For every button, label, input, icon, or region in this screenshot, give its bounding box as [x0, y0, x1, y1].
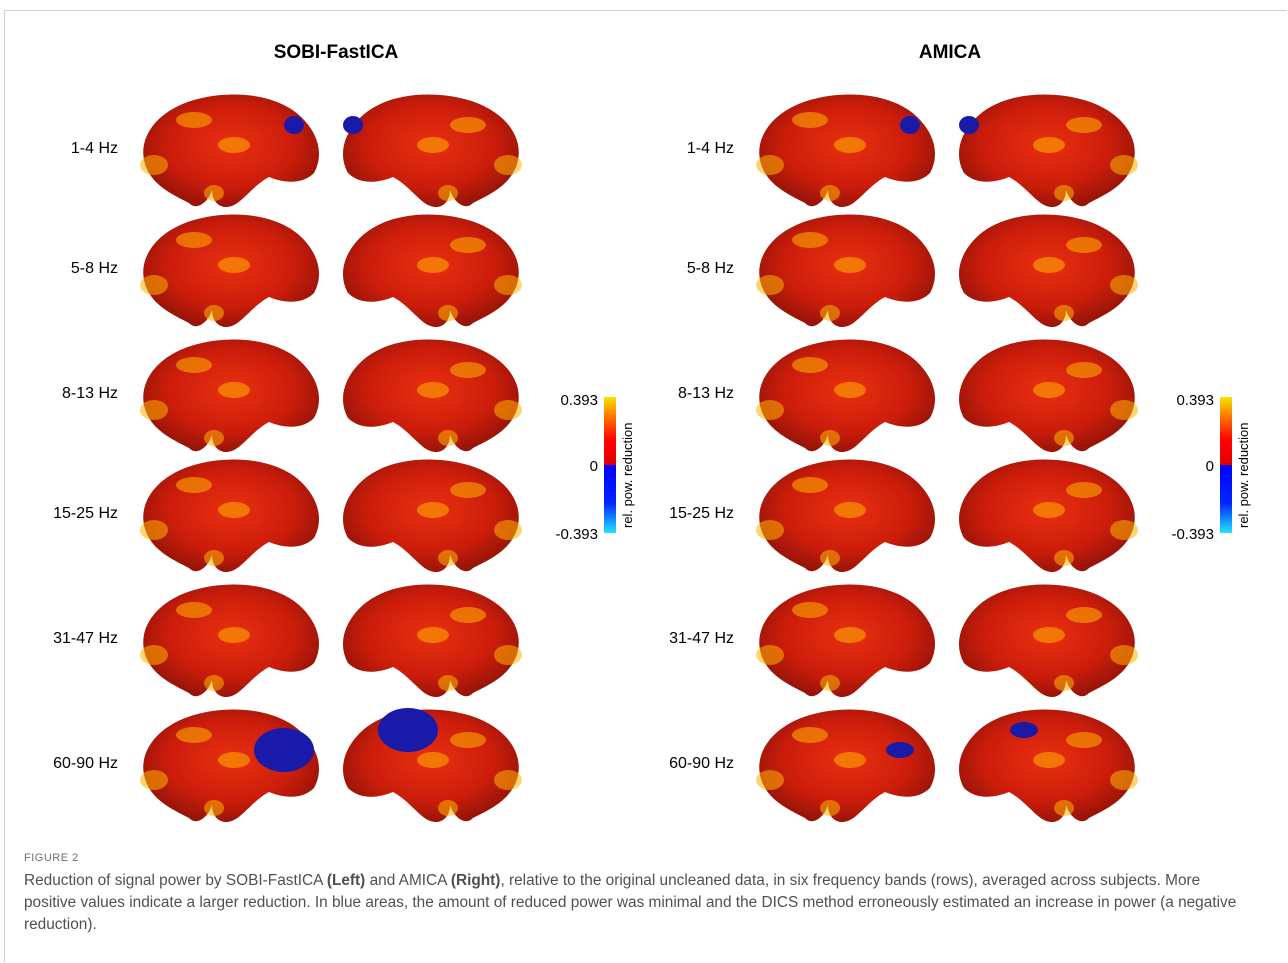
- row-label: 1-4 Hz: [686, 140, 734, 157]
- row-label: 8-13 Hz: [677, 385, 734, 402]
- brain-left-hemisphere: [140, 339, 319, 453]
- brain-left-hemisphere: [756, 709, 935, 823]
- brain-right-hemisphere: [343, 584, 522, 698]
- caption-left-emphasis: (Left): [326, 872, 366, 889]
- colorbar-left: [604, 397, 616, 533]
- row-label: 31-47 Hz: [53, 630, 118, 647]
- colorbar-right-max: 0.393: [1176, 392, 1214, 409]
- brain-right-hemisphere: [959, 709, 1138, 823]
- brain-left-hemisphere: [140, 584, 319, 698]
- brain-right-hemisphere: [343, 214, 522, 328]
- brain-left-hemisphere: [756, 459, 935, 573]
- colorbar-right-min: -0.393: [1171, 526, 1214, 543]
- brain-left-hemisphere: [756, 339, 935, 453]
- row-label: 5-8 Hz: [686, 260, 734, 277]
- panel-title-right: AMICA: [918, 42, 982, 63]
- brain-left-hemisphere: [756, 214, 935, 328]
- colorbar-left-min: -0.393: [555, 526, 598, 543]
- row-label: 1-4 Hz: [70, 140, 118, 157]
- row-label: 5-8 Hz: [70, 260, 118, 277]
- row-label: 60-90 Hz: [53, 755, 118, 772]
- colorbar-right-zero: 0: [1205, 458, 1214, 475]
- colorbar-left-zero: 0: [589, 458, 598, 475]
- brain-left-hemisphere: [756, 94, 935, 208]
- brain-right-hemisphere: [959, 214, 1138, 328]
- colorbar-left-max: 0.393: [560, 392, 598, 409]
- brain-left-hemisphere: [756, 584, 935, 698]
- figure-caption: Reduction of signal power by SOBI-FastIC…: [24, 872, 1237, 933]
- colorbar-left-label: rel. pow. reduction: [620, 422, 635, 528]
- brain-left-hemisphere: [140, 214, 319, 328]
- caption-right-emphasis: (Right): [450, 872, 501, 889]
- row-label: 8-13 Hz: [61, 385, 118, 402]
- brain-right-hemisphere: [343, 94, 522, 208]
- row-label: 31-47 Hz: [669, 630, 734, 647]
- panel-title-left: SOBI-FastICA: [273, 42, 399, 63]
- colorbar-right-label: rel. pow. reduction: [1236, 422, 1251, 528]
- brain-right-hemisphere: [959, 339, 1138, 453]
- brain-right-hemisphere: [343, 459, 522, 573]
- figure-label: FIGURE 2: [24, 852, 79, 864]
- figure-frame: [4, 10, 1287, 962]
- row-label: 15-25 Hz: [669, 505, 734, 522]
- brain-right-hemisphere: [959, 584, 1138, 698]
- brain-right-hemisphere: [343, 708, 522, 823]
- row-label: 15-25 Hz: [53, 505, 118, 522]
- brain-right-hemisphere: [959, 94, 1138, 208]
- brain-right-hemisphere: [343, 339, 522, 453]
- brain-left-hemisphere: [140, 94, 319, 208]
- row-label: 60-90 Hz: [669, 755, 734, 772]
- brain-right-hemisphere: [959, 459, 1138, 573]
- brain-left-hemisphere: [140, 459, 319, 573]
- colorbar-right: [1220, 397, 1232, 533]
- brain-left-hemisphere: [140, 709, 319, 823]
